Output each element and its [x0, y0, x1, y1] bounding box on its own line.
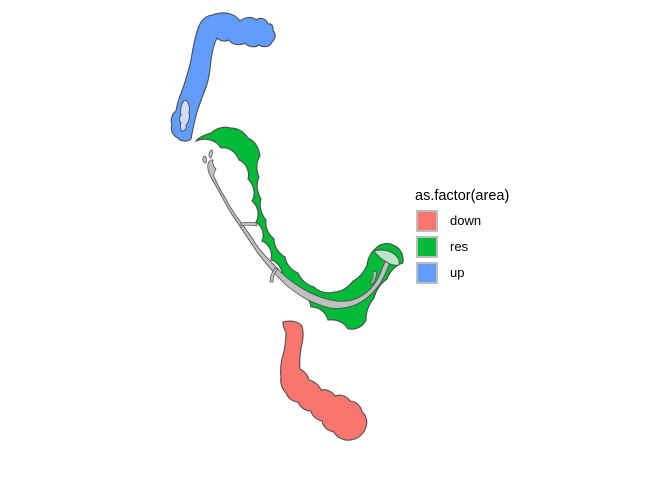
- legend-swatch-res: [416, 236, 438, 258]
- map-inlet-patch-up: [179, 99, 190, 132]
- legend-title: as.factor(area): [415, 188, 510, 204]
- map-region-up[interactable]: [170, 12, 276, 142]
- map-river-tail-east: [369, 270, 377, 285]
- legend-item-res[interactable]: res: [414, 234, 564, 260]
- legend-label-down: down: [450, 213, 482, 228]
- map-region-up-shape: [170, 12, 276, 142]
- map-region-down-shape: [280, 320, 368, 441]
- legend-label-up: up: [450, 265, 465, 280]
- map-region-down[interactable]: [280, 320, 368, 441]
- map-region-res-shape: [194, 126, 404, 330]
- map-river-tributary-upper: [202, 149, 213, 164]
- map-panel: [170, 12, 404, 441]
- map-region-res[interactable]: [194, 126, 404, 330]
- legend: as.factor(area) down res up: [414, 188, 564, 286]
- legend-item-down[interactable]: down: [414, 208, 564, 234]
- map-inlet-patch-res: [373, 249, 400, 266]
- map-river-branch-mid: [240, 221, 258, 227]
- legend-swatch-up: [416, 262, 438, 284]
- legend-item-up[interactable]: up: [414, 260, 564, 286]
- legend-swatch-down: [416, 210, 438, 232]
- map-river-branch-lower: [269, 267, 279, 283]
- legend-label-res: res: [450, 239, 469, 254]
- map-svg: [170, 12, 404, 441]
